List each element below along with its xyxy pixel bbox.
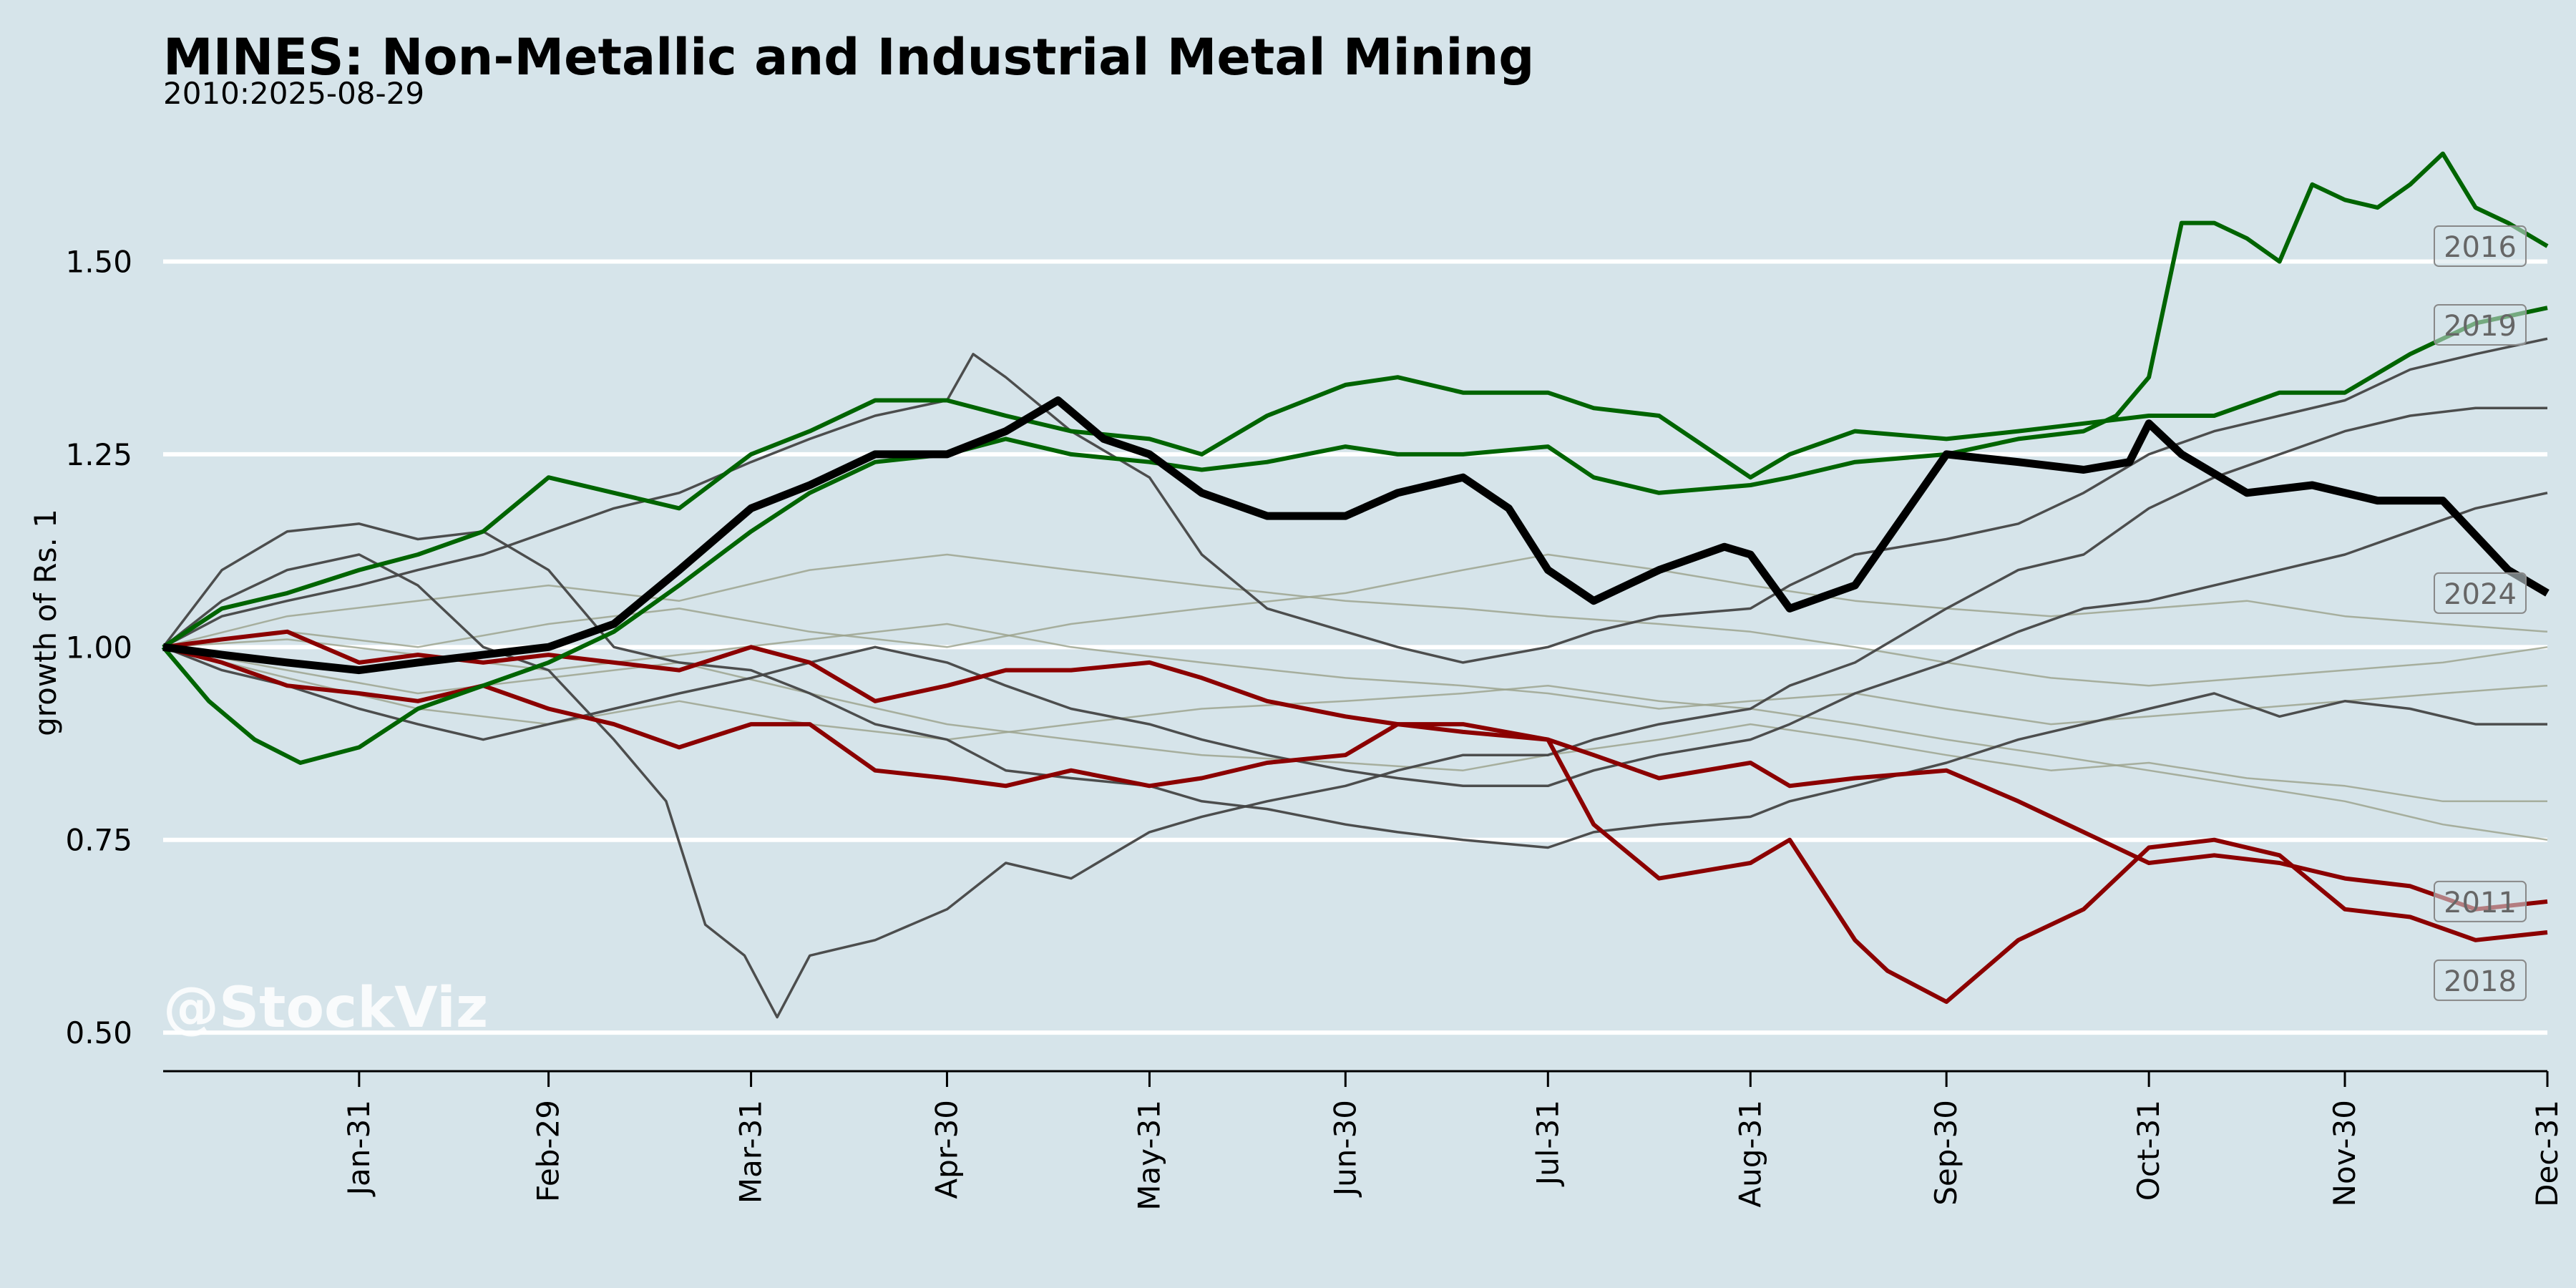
year-label: 2016 <box>2444 231 2517 264</box>
y-tick-label: 1.00 <box>65 630 132 665</box>
watermark: @StockViz <box>163 976 488 1040</box>
year-label-box <box>2434 225 2527 267</box>
series-line-2024 <box>162 396 2550 675</box>
series-line <box>162 646 2547 803</box>
y-tick-label: 1.25 <box>65 437 132 472</box>
series-line-2019 <box>162 306 2548 649</box>
x-tick-label: Sep-30 <box>1928 1100 1963 1206</box>
x-tick-label: Nov-30 <box>2327 1100 2362 1206</box>
series-line-2016 <box>161 151 2549 765</box>
series-line <box>162 492 2548 788</box>
year-labels: 2016 2019 2024 2011 2018 <box>2434 225 2527 1001</box>
x-tick-label: Apr-30 <box>929 1100 964 1199</box>
y-axis-ticks: 0.50 0.75 1.00 1.25 1.50 <box>65 245 132 1051</box>
year-label-box <box>2434 572 2527 614</box>
y-tick-label: 1.50 <box>65 245 132 280</box>
x-tick-label: Oct-31 <box>2131 1100 2166 1201</box>
x-tick-label: Mar-31 <box>733 1100 769 1204</box>
series-line <box>162 553 2548 687</box>
series-line <box>162 406 2547 1019</box>
year-label: 2011 <box>2444 887 2517 919</box>
x-tick-label: Dec-31 <box>2529 1100 2565 1207</box>
y-tick-label: 0.50 <box>65 1015 132 1050</box>
series-line <box>162 522 2547 849</box>
y-tick-label: 0.75 <box>65 823 132 858</box>
x-tick-label: Feb-29 <box>531 1100 566 1202</box>
series-line-2011 <box>162 629 2548 912</box>
chart-subtitle: 2010:2025-08-29 <box>163 76 424 111</box>
year-label: 2019 <box>2444 310 2517 343</box>
y-axis-label: growth of Rs. 1 <box>28 509 63 736</box>
x-tick-label: Jan-31 <box>341 1100 376 1197</box>
year-label: 2018 <box>2444 965 2517 998</box>
x-tick-label: Jun-30 <box>1327 1100 1362 1198</box>
chart-title: MINES: Non-Metallic and Industrial Metal… <box>163 28 1534 87</box>
x-tick-label: May-31 <box>1131 1100 1166 1211</box>
series-line-2018 <box>162 645 2548 1004</box>
year-label-box <box>2434 880 2527 922</box>
year-label: 2024 <box>2444 578 2517 611</box>
series-line <box>162 337 2548 664</box>
series-line <box>162 553 2548 648</box>
year-label-box <box>2434 303 2527 346</box>
x-tick-label: Aug-31 <box>1732 1100 1767 1208</box>
year-label-box <box>2434 959 2527 1001</box>
plot-series <box>161 151 2550 1019</box>
x-tick-label: Jul-31 <box>1530 1100 1565 1187</box>
x-axis: Jan-31 Feb-29 Mar-31 Apr-30 May-31 Jun-30 Jul-… <box>163 1070 2565 1211</box>
